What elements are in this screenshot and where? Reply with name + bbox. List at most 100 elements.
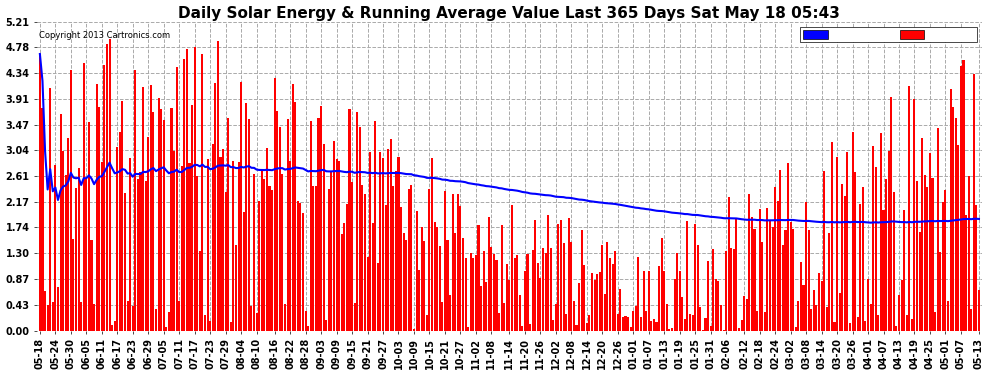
Bar [339,161,341,330]
Bar [477,225,479,330]
Bar [756,311,758,330]
Bar [369,152,371,330]
Bar [758,209,760,330]
Bar [650,321,652,330]
Bar [341,234,343,330]
Bar [875,166,877,330]
Bar [867,279,869,330]
Bar [439,246,441,330]
Bar [416,211,418,330]
Bar [731,248,733,330]
Bar [549,248,551,330]
Bar [181,166,183,330]
Bar [361,185,363,330]
Bar [707,261,709,330]
Bar [482,251,485,330]
Bar [493,254,495,330]
Bar [103,64,105,330]
Bar [346,204,347,330]
Bar [552,320,554,330]
Bar [464,258,466,330]
Bar [469,252,472,330]
Bar [395,171,397,330]
Bar [782,245,784,330]
Bar [50,88,51,330]
Bar [122,101,124,330]
Bar [456,194,459,330]
Bar [604,294,606,330]
Bar [501,225,503,330]
Bar [444,192,446,330]
Bar [371,223,374,330]
Bar [929,153,931,330]
Bar [880,133,882,330]
Bar [524,271,526,330]
Bar [217,40,219,330]
Bar [405,240,407,330]
Bar [382,158,384,330]
Bar [289,161,291,330]
Bar [668,329,670,330]
Bar [856,317,858,330]
Bar [914,99,916,330]
Bar [281,174,283,330]
Bar [90,240,92,330]
Bar [310,122,312,330]
Bar [583,265,585,330]
Bar [578,283,580,330]
Bar [647,271,649,330]
Bar [39,54,41,330]
Bar [431,158,433,330]
Bar [962,60,964,330]
Bar [149,85,151,330]
Bar [540,278,542,330]
Bar [761,242,763,330]
Bar [630,327,632,330]
Bar [638,256,640,330]
Bar [258,201,260,330]
Bar [397,157,400,330]
Bar [511,205,513,330]
Bar [127,301,129,330]
Bar [686,220,688,330]
Bar [665,304,668,330]
Bar [774,188,776,330]
Bar [442,302,444,330]
Bar [429,189,431,330]
Bar [424,241,426,330]
Bar [924,175,926,330]
Bar [790,222,792,330]
Bar [214,83,217,330]
Bar [57,287,59,330]
Bar [292,84,294,330]
Bar [364,194,366,330]
Bar [753,229,755,330]
Bar [64,175,66,330]
Bar [140,172,142,330]
Bar [276,111,278,330]
Bar [446,240,448,330]
Bar [299,202,302,330]
Bar [803,285,805,330]
Bar [77,168,79,330]
Bar [462,238,464,330]
Bar [119,132,121,330]
Bar [80,302,82,330]
Bar [766,208,768,330]
Bar [842,184,843,330]
Bar [877,315,879,330]
Bar [836,158,839,330]
Bar [965,215,967,330]
Bar [96,84,98,330]
Bar [506,264,508,330]
Bar [745,299,747,330]
Bar [862,187,864,330]
Bar [565,314,567,330]
Bar [132,306,134,330]
Bar [797,301,799,330]
Bar [738,328,741,330]
Bar [307,326,309,330]
Bar [710,326,712,330]
Bar [366,257,368,330]
Bar [818,273,820,330]
